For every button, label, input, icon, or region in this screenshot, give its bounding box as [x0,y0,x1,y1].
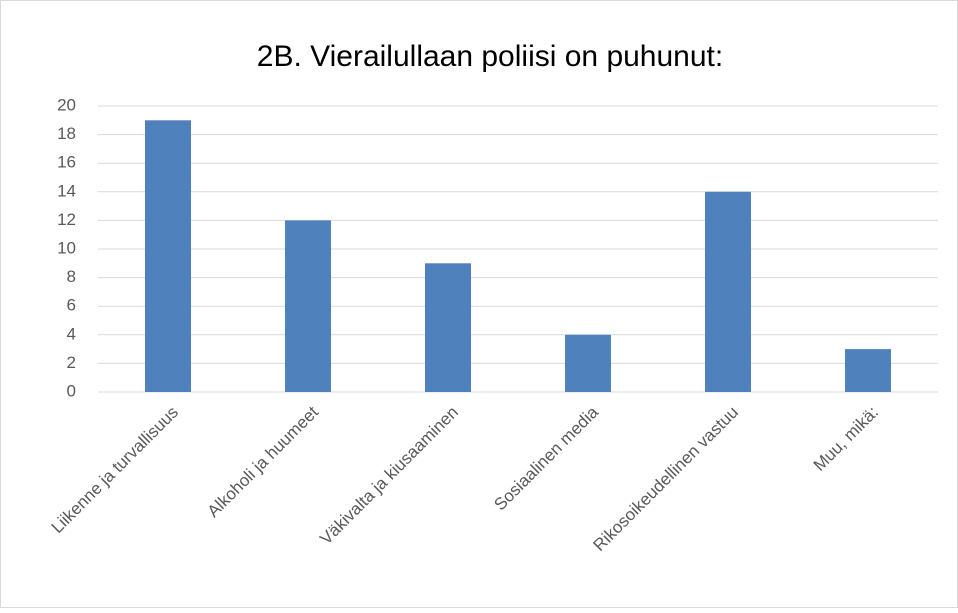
chart-title: 2B. Vierailullaan poliisi on puhunut: [257,40,723,73]
y-tick-label: 14 [57,181,76,200]
y-tick-label: 0 [67,381,76,400]
bar [145,120,191,393]
y-tick-label: 18 [57,124,76,143]
bar [285,220,331,392]
bar [565,334,611,392]
bar [425,263,471,392]
y-tick-label: 10 [57,238,76,257]
y-tick-label: 6 [67,296,76,315]
y-tick-label: 12 [57,210,76,229]
y-tick-label: 8 [67,267,76,286]
bar [705,191,751,392]
bar [845,349,891,392]
y-tick-label: 16 [57,153,76,172]
y-tick-label: 4 [67,324,76,343]
y-tick-label: 20 [57,95,76,114]
y-tick-label: 2 [67,353,76,372]
